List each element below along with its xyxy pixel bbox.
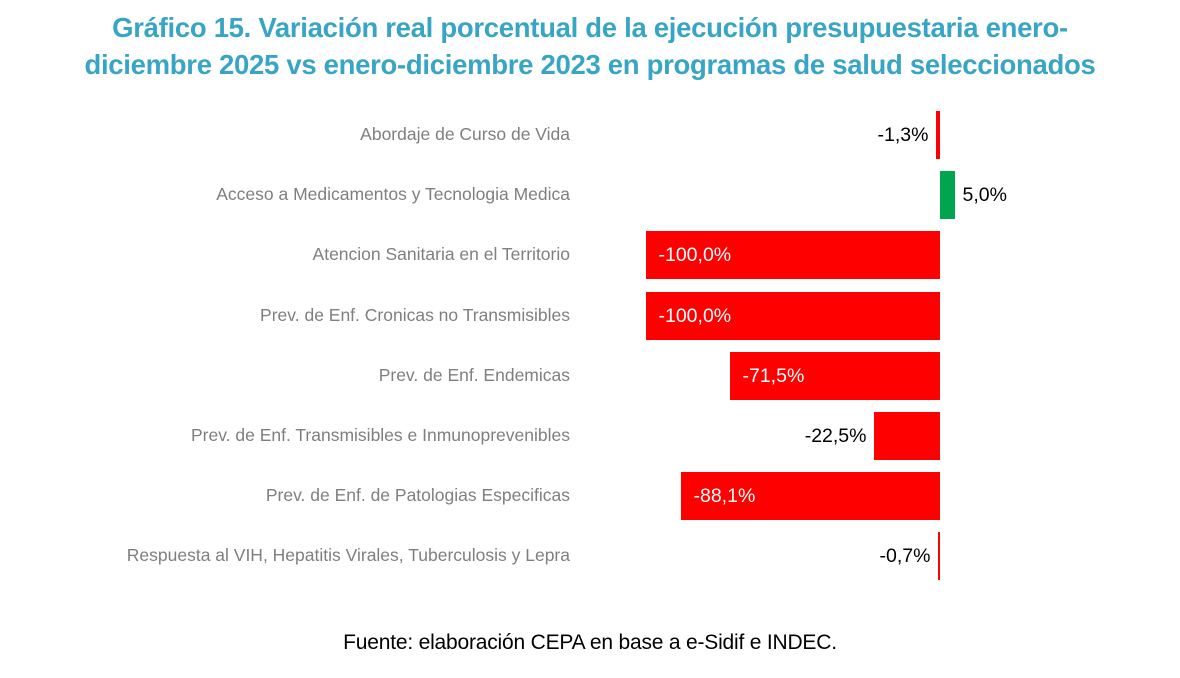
source-note: Fuente: elaboración CEPA en base a e-Sid… xyxy=(343,631,837,654)
category-label: Prev. de Enf. Endemicas xyxy=(378,365,570,386)
bar-negative xyxy=(645,292,940,340)
chart-title-line-2: diciembre 2025 vs enero-diciembre 2023 e… xyxy=(84,49,1096,80)
value-label: 5,0% xyxy=(962,183,1007,206)
value-label: -100,0% xyxy=(658,243,732,266)
bar-negative xyxy=(729,352,940,400)
category-label: Prev. de Enf. Transmisibles e Inmunoprev… xyxy=(190,425,570,446)
bar-negative xyxy=(645,231,940,279)
value-label: -0,7% xyxy=(879,544,931,567)
value-label: -1,3% xyxy=(877,123,929,146)
bar-positive xyxy=(939,171,955,219)
bar-negative xyxy=(873,412,940,460)
category-label: Prev. de Enf. de Patologias Especificas xyxy=(265,485,570,506)
chart-title-line-1: Gráfico 15. Variación real porcentual de… xyxy=(112,12,1068,43)
value-label: -100,0% xyxy=(658,304,732,327)
value-label: -88,1% xyxy=(693,484,756,507)
value-label: -22,5% xyxy=(804,424,867,447)
bar-negative xyxy=(935,111,940,159)
bar-negative xyxy=(680,472,940,520)
category-label: Abordaje de Curso de Vida xyxy=(360,124,570,145)
category-label: Prev. de Enf. Cronicas no Transmisibles xyxy=(260,305,570,326)
chart-title: Gráfico 15. Variación real porcentual de… xyxy=(0,9,1180,83)
bar-negative xyxy=(937,532,940,580)
bar-chart: Abordaje de Curso de Vida -1,3% Acceso a M… xyxy=(0,111,1180,591)
category-label: Atencion Sanitaria en el Territorio xyxy=(312,244,570,265)
category-label: Acceso a Medicamentos y Tecnologia Medic… xyxy=(216,184,570,205)
category-label: Respuesta al VIH, Hepatitis Virales, Tub… xyxy=(126,545,570,566)
value-label: -71,5% xyxy=(742,364,805,387)
